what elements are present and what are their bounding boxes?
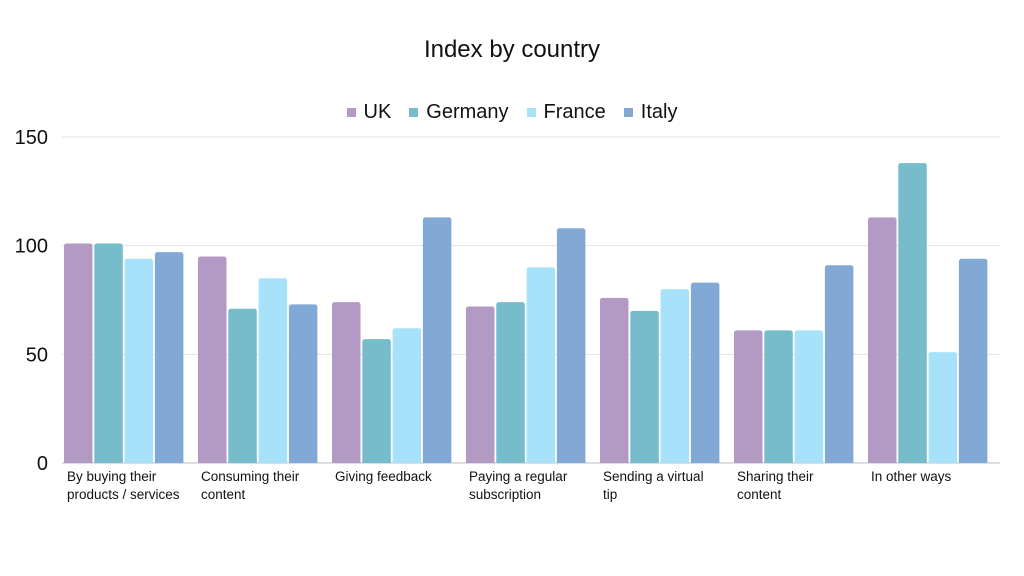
legend-label-france: France — [543, 101, 606, 123]
bar-base-uk-3 — [466, 460, 495, 463]
bar-uk-4 — [600, 297, 629, 463]
bar-base-uk-4 — [600, 460, 629, 463]
bar-germany-0 — [94, 243, 123, 463]
chart-title: Index by country — [423, 36, 601, 63]
bar-base-italy-0 — [154, 460, 184, 463]
legend-swatch-germany — [409, 108, 419, 117]
bar-italy-2 — [422, 217, 452, 463]
bar-base-france-3 — [526, 460, 556, 463]
bar-base-france-2 — [392, 460, 422, 463]
bar-italy-3 — [556, 228, 586, 463]
y-tick-label: 100 — [15, 236, 48, 258]
bar-base-italy-1 — [288, 460, 318, 463]
bar-uk-5 — [734, 330, 763, 463]
x-category-label: Paying a regular subscription — [469, 469, 568, 502]
bar-france-5 — [794, 330, 824, 463]
bar-base-italy-5 — [824, 460, 854, 463]
y-tick-label: 150 — [15, 127, 48, 149]
bar-base-france-5 — [794, 460, 824, 463]
legend-label-italy: Italy — [640, 101, 678, 123]
bar-france-3 — [526, 267, 556, 463]
legend-item-france: France — [526, 101, 606, 124]
bar-base-uk-5 — [734, 460, 763, 463]
bar-base-italy-2 — [422, 460, 452, 463]
bar-base-uk-1 — [198, 460, 227, 463]
y-tick-label: 50 — [26, 344, 48, 366]
legend-swatch-italy — [623, 108, 633, 117]
bar-base-germany-2 — [362, 460, 391, 463]
bar-france-6 — [928, 352, 958, 463]
legend-label-germany: Germany — [426, 101, 509, 123]
bar-germany-1 — [228, 308, 257, 463]
bar-france-4 — [660, 289, 690, 463]
bar-germany-3 — [496, 302, 525, 463]
bar-base-uk-0 — [64, 460, 93, 463]
legend-item-germany: Germany — [409, 101, 509, 124]
bar-germany-6 — [898, 163, 927, 463]
bar-base-france-6 — [928, 460, 958, 463]
bar-germany-5 — [764, 330, 793, 463]
legend-swatch-france — [526, 108, 536, 117]
legend: UK Germany France Italy — [0, 101, 1024, 124]
x-category-label: In other ways — [871, 469, 952, 484]
bar-germany-2 — [362, 339, 391, 463]
bar-uk-2 — [332, 302, 361, 463]
bar-base-germany-5 — [764, 460, 793, 463]
bar-germany-4 — [630, 310, 659, 463]
bar-base-france-4 — [660, 460, 690, 463]
legend-item-italy: Italy — [623, 101, 678, 124]
bar-uk-6 — [868, 217, 897, 463]
bar-base-italy-3 — [556, 460, 586, 463]
bar-base-germany-0 — [94, 460, 123, 463]
bar-italy-5 — [824, 265, 854, 463]
y-tick-label: 0 — [37, 453, 48, 475]
bar-italy-1 — [288, 304, 318, 463]
bar-base-italy-4 — [690, 460, 720, 463]
bar-base-uk-6 — [868, 460, 897, 463]
bar-base-germany-4 — [630, 460, 659, 463]
x-category-label: Consuming their content — [201, 469, 300, 502]
x-category-label: By buying their products / services — [67, 469, 180, 502]
bar-base-germany-3 — [496, 460, 525, 463]
bar-base-france-1 — [258, 460, 288, 463]
bar-base-germany-1 — [228, 460, 257, 463]
legend-swatch-uk — [346, 108, 356, 117]
bar-base-uk-2 — [332, 460, 361, 463]
bar-base-france-0 — [124, 460, 154, 463]
bar-france-0 — [124, 258, 154, 463]
legend-item-uk: UK — [346, 101, 392, 124]
bar-uk-1 — [198, 256, 227, 463]
x-category-label: Giving feedback — [335, 469, 432, 484]
bar-base-italy-6 — [958, 460, 988, 463]
bar-italy-0 — [154, 252, 184, 463]
bar-base-germany-6 — [898, 460, 927, 463]
bar-france-2 — [392, 328, 422, 463]
legend-label-uk: UK — [363, 101, 392, 123]
bar-france-1 — [258, 278, 288, 463]
bar-italy-6 — [958, 258, 988, 463]
bar-italy-4 — [690, 282, 720, 463]
x-category-label: Sending a virtual tip — [603, 469, 704, 502]
bar-uk-3 — [466, 306, 495, 463]
bar-uk-0 — [64, 243, 93, 463]
x-category-label: Sharing their content — [737, 469, 814, 502]
